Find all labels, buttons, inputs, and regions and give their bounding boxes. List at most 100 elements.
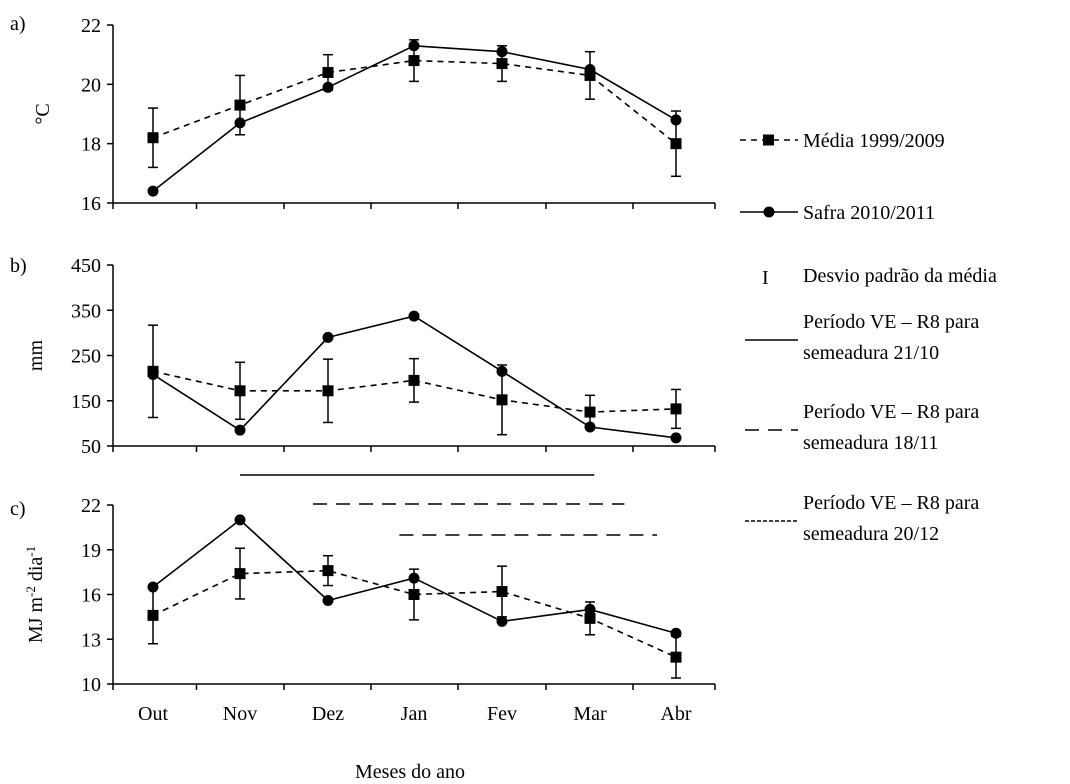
x-tick-label: Nov [223, 703, 257, 725]
data-point-square [234, 385, 246, 397]
data-point-square [584, 406, 596, 418]
data-point-square [322, 66, 334, 78]
panel-label: c) [10, 498, 26, 520]
series-media-1999-2009 [147, 39, 682, 178]
legend-item-1: Média 1999/2009 [740, 130, 945, 152]
data-point-circle [670, 432, 682, 444]
x-tick-label: Jan [401, 703, 428, 725]
y-tick-label: 450 [71, 255, 101, 277]
panel-label: a) [10, 13, 26, 35]
data-point-square [408, 589, 420, 600]
data-point-square [670, 403, 682, 415]
data-point-circle [584, 64, 596, 75]
series-media-1999-2009 [147, 324, 682, 436]
data-point-circle [322, 81, 334, 93]
legend-item-6: Período VE – R8 para semeadura 20/12 [745, 492, 979, 545]
x-axis-label: Meses do ano [355, 761, 465, 783]
legend-errorbar-symbol: I [762, 267, 769, 289]
ylabel-superscript: -1 [23, 546, 38, 557]
data-point-circle [670, 114, 682, 126]
legend-label: Período VE – R8 para [803, 492, 979, 514]
data-point-square [496, 58, 508, 70]
legend-item-2: Safra 2010/2011 [740, 202, 935, 224]
x-tick-label: Abr [660, 703, 691, 725]
data-point-circle [147, 369, 159, 381]
data-point-circle [670, 627, 682, 639]
data-point-square [496, 586, 508, 598]
legend-label: semeadura 21/10 [803, 342, 939, 364]
y-tick-label: 22 [81, 495, 101, 517]
data-point-circle [408, 40, 420, 52]
series-safra-2010-2011 [147, 514, 682, 639]
panel-b: 50 150 250 350 450 b) mm [10, 255, 716, 458]
data-point-circle [408, 310, 420, 322]
y-tick-label: 50 [81, 436, 101, 458]
legend-marker-circle [763, 206, 775, 218]
series-safra-2010-2011 [147, 40, 682, 197]
data-point-circle [496, 46, 508, 58]
data-point-square [322, 565, 334, 577]
legend-label: Período VE – R8 para [803, 311, 979, 333]
y-axis-label: °C [32, 103, 54, 124]
panel-label: b) [10, 255, 27, 277]
legend: Média 1999/2009 Safra 2010/2011 I Desvio pa… [740, 130, 997, 545]
data-point-circle [147, 581, 159, 593]
y-tick-label: 22 [81, 15, 101, 37]
legend-marker-square [763, 134, 774, 146]
y-tick-label: 250 [71, 346, 101, 368]
data-point-square [234, 99, 246, 111]
y-tick-label: 18 [81, 134, 101, 156]
data-point-circle [322, 594, 334, 606]
data-point-square [408, 374, 420, 386]
y-tick-label: 19 [81, 540, 101, 562]
data-point-circle [234, 514, 246, 526]
ylabel-superscript: -2 [23, 586, 38, 597]
data-point-square [584, 612, 596, 624]
x-tick-label: Out [138, 703, 168, 725]
data-point-circle [234, 117, 246, 129]
panel-c: 10 13 16 19 22 c) MJ m-2 dia-1 Out Nov Dez Jan Fev M… [10, 495, 716, 725]
data-point-circle [584, 603, 596, 615]
panels: 16 18 20 22 a) °C 50 150 250 350 450 b) mm 10 13 16 19 22… [10, 13, 716, 725]
data-point-circle [408, 572, 420, 584]
x-tick-label: Fev [487, 703, 517, 725]
legend-label: Safra 2010/2011 [803, 202, 935, 224]
legend-item-3: I Desvio padrão da média [762, 265, 997, 289]
data-point-square [670, 138, 682, 150]
y-tick-label: 150 [71, 391, 101, 413]
y-tick-label: 10 [81, 674, 101, 696]
legend-label: Período VE – R8 para [803, 401, 979, 423]
series-safra-2010-2011 [147, 310, 682, 444]
period-bars [240, 474, 658, 536]
data-point-square [496, 394, 508, 406]
data-point-circle [234, 424, 246, 436]
data-point-circle [496, 615, 508, 627]
y-tick-label: 350 [71, 300, 101, 322]
legend-label: semeadura 20/12 [803, 523, 939, 545]
legend-label: Desvio padrão da média [803, 265, 997, 287]
data-point-circle [147, 185, 159, 197]
y-tick-label: 20 [81, 74, 101, 96]
y-tick-label: 16 [81, 585, 101, 607]
data-point-square [408, 55, 420, 67]
data-point-square [234, 568, 246, 580]
y-tick-label: 16 [81, 193, 101, 215]
data-point-square [322, 385, 334, 397]
y-axis-label: MJ m-2 dia-1 [23, 546, 48, 643]
legend-label: semeadura 18/11 [803, 432, 938, 454]
legend-item-5: Período VE – R8 para semeadura 18/11 [745, 401, 979, 454]
ylabel-text: MJ m [25, 597, 47, 644]
y-axis-label: mm [25, 340, 47, 372]
data-point-circle [322, 331, 334, 343]
data-point-square [584, 69, 596, 81]
x-tick-label: Dez [312, 703, 344, 725]
legend-item-4: Período VE – R8 para semeadura 21/10 [745, 311, 979, 364]
legend-label: Média 1999/2009 [803, 130, 945, 152]
x-tick-label: Mar [573, 703, 607, 725]
panel-a: 16 18 20 22 a) °C [10, 13, 716, 215]
ylabel-text: dia [25, 557, 47, 587]
data-point-square [670, 651, 682, 663]
data-point-circle [584, 421, 596, 433]
data-point-square [147, 132, 159, 144]
